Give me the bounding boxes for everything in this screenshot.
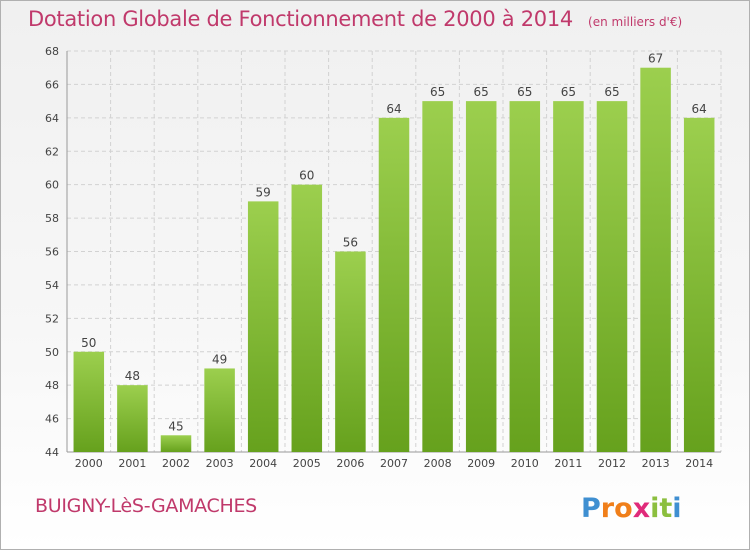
x-tick-label: 2006 <box>336 457 364 470</box>
x-tick-label: 2013 <box>642 457 670 470</box>
gridlines <box>66 50 722 453</box>
y-tick-label: 68 <box>45 45 59 58</box>
value-label: 65 <box>430 85 445 99</box>
x-tick-label: 2005 <box>293 457 321 470</box>
bar-2001[interactable] <box>117 385 148 452</box>
value-label: 50 <box>81 336 96 350</box>
x-tick-label: 2010 <box>511 457 539 470</box>
bar-2007[interactable] <box>378 117 410 452</box>
value-label: 67 <box>648 52 663 66</box>
x-tick-label: 2014 <box>685 457 713 470</box>
y-tick-label: 54 <box>45 279 59 292</box>
bar-2013[interactable] <box>640 67 671 452</box>
bar-2000[interactable] <box>73 351 105 452</box>
bar-2011[interactable] <box>553 101 584 452</box>
value-label: 45 <box>168 419 183 433</box>
bar-2008[interactable] <box>422 101 453 452</box>
y-tick-label: 66 <box>45 78 59 91</box>
chart-title: Dotation Globale de Fonctionnement de 20… <box>28 7 573 31</box>
y-tick-label: 64 <box>45 112 59 125</box>
value-label: 48 <box>125 369 140 383</box>
value-label: 49 <box>212 352 227 366</box>
chart-subtitle: (en milliers d'€) <box>588 15 683 29</box>
commune-name: BUIGNY-LèS-GAMACHES <box>35 495 257 517</box>
logo-letter: i <box>650 493 659 524</box>
bar-2004[interactable] <box>247 201 279 452</box>
value-label: 65 <box>561 85 576 99</box>
bar-2006[interactable] <box>335 251 366 453</box>
bar-2009[interactable] <box>465 101 497 452</box>
bar-2014[interactable] <box>683 117 715 452</box>
value-label: 65 <box>604 85 619 99</box>
logo-text: Proxiti <box>581 493 682 524</box>
logo-letter: x <box>633 493 650 524</box>
y-tick-label: 56 <box>45 246 59 259</box>
y-tick-label: 52 <box>45 312 59 325</box>
logo-letter: t <box>659 493 672 524</box>
x-tick-label: 2009 <box>467 457 495 470</box>
bar-2005[interactable] <box>291 184 323 452</box>
y-tick-label: 48 <box>45 379 59 392</box>
x-tick-label: 2004 <box>249 457 277 470</box>
bar-2002[interactable] <box>160 435 192 452</box>
x-tick-label: 2001 <box>118 457 146 470</box>
value-label: 64 <box>692 102 707 116</box>
logo-letter: P <box>581 493 601 524</box>
bars <box>73 67 715 453</box>
labels: 44 46 48 50 52 54 56 58 60 62 64 66 68 50 2000 48 2001 45… <box>45 45 713 470</box>
x-tick-label: 2007 <box>380 457 408 470</box>
y-tick-label: 50 <box>45 346 59 359</box>
y-tick-label: 58 <box>45 212 59 225</box>
logo-letter: o <box>614 493 633 524</box>
x-tick-label: 2008 <box>424 457 452 470</box>
proxiti-logo[interactable]: Proxiti <box>579 489 691 525</box>
x-tick-label: 2000 <box>75 457 103 470</box>
y-tick-label: 44 <box>45 446 59 459</box>
x-tick-label: 2012 <box>598 457 626 470</box>
value-label: 64 <box>386 102 401 116</box>
value-label: 65 <box>474 85 489 99</box>
x-tick-label: 2002 <box>162 457 190 470</box>
value-label: 56 <box>343 236 358 250</box>
bar-2003[interactable] <box>204 368 235 452</box>
x-tick-label: 2011 <box>554 457 582 470</box>
bar-2010[interactable] <box>509 101 541 452</box>
logo-letter: i <box>672 493 681 524</box>
y-tick-label: 46 <box>45 413 59 426</box>
y-tick-label: 62 <box>45 145 59 158</box>
value-label: 65 <box>517 85 532 99</box>
y-tick-label: 60 <box>45 179 59 192</box>
x-tick-label: 2003 <box>206 457 234 470</box>
value-label: 59 <box>256 185 271 199</box>
logo-letter: r <box>601 493 615 524</box>
value-label: 60 <box>299 169 314 183</box>
title-row: Dotation Globale de Fonctionnement de 20… <box>28 7 682 31</box>
bar-2012[interactable] <box>596 101 628 452</box>
